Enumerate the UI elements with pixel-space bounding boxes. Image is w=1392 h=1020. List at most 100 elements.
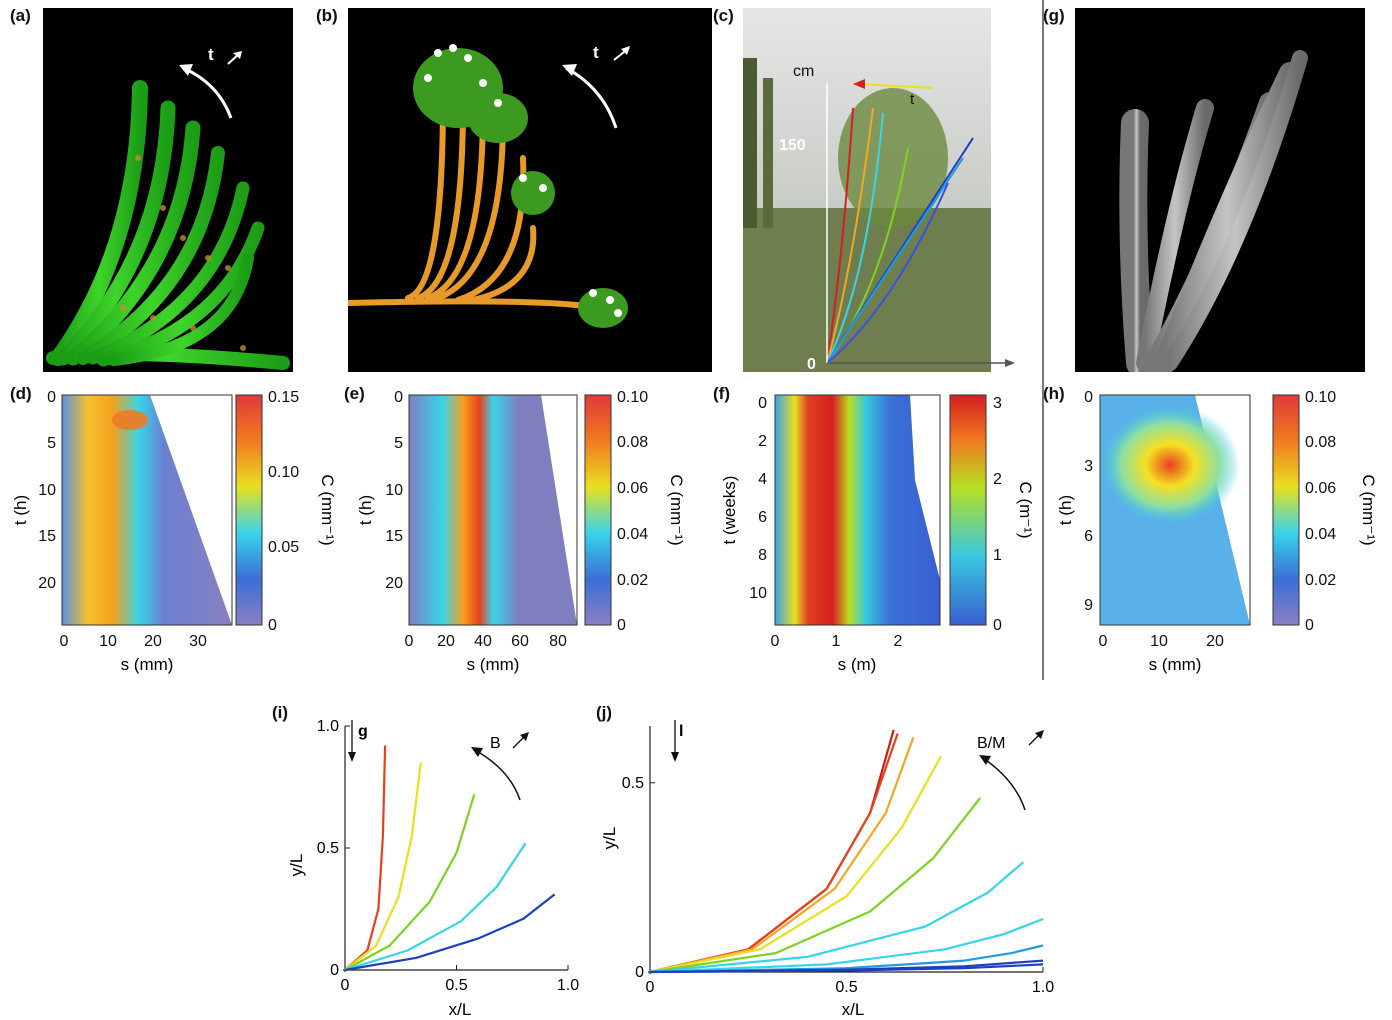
x-tick: 40 [474,633,492,650]
series-line [649,963,1044,974]
series-line [649,797,981,974]
time-arrow-label: t [208,45,214,64]
cbar-tick: 0.02 [1305,572,1336,589]
x-tick: 10 [1150,633,1168,650]
panel-label-b: (b) [316,6,338,25]
y-tick: 15 [38,528,56,545]
cbar-tick: 0.06 [617,480,648,497]
time-arrow-label: t [593,43,599,62]
x-tick: 0 [405,633,414,650]
y-tick: 5 [394,435,403,452]
cbar-tick: 0.08 [617,434,648,451]
x-tick: 60 [511,633,529,650]
x-tick: 20 [437,633,455,650]
y-tick: 3 [1084,458,1093,475]
y-tick: 6 [1084,528,1093,545]
x-tick: 0 [60,633,69,650]
x-tick-label: 0 [646,979,655,996]
x-tick-label: 1.0 [1032,979,1054,996]
x-tick: 20 [1206,633,1224,650]
x-axis-label: s (mm) [1149,655,1202,674]
y-tick: 5 [47,435,56,452]
panel-label-f: (f) [713,384,730,403]
tick-0: 0 [807,356,816,372]
x-tick: 2 [894,633,903,650]
panel-label-i: (i) [272,703,289,722]
x-axis-label: s (mm) [467,655,520,674]
time-arrow-label: t [910,91,915,108]
x-axis-label: s (m) [838,655,877,674]
y-tick: 6 [758,509,767,526]
series-line [649,917,1044,974]
cbar-tick: 0.08 [1305,434,1336,451]
y-axis-label: y/L [287,854,306,877]
x-tick: 0 [771,633,780,650]
cbar-tick: 3 [993,395,1002,412]
y-tick: 10 [385,482,403,499]
y-tick: 9 [1084,597,1093,614]
x-tick: 20 [144,633,162,650]
heatmap-d: 0 5 10 15 20 0 10 20 30 s (mm) t (h) 0.1… [11,389,337,674]
cbar-tick: 0.02 [617,572,648,589]
panel-label-g: (g) [1043,6,1065,25]
heatmap-h: 0 3 6 9 0 10 20 s (mm) t (h) 0.10 0.08 0… [1056,389,1378,674]
series-line [344,793,476,971]
gravity-label: l [679,723,683,740]
x-tick-label: 0 [341,977,350,994]
curvature-arrow-label: B/M [977,735,1005,752]
x-tick-label: 0.5 [445,977,467,994]
cbar-tick: 0.10 [617,389,648,406]
gravity-label: g [358,723,368,740]
line-chart-j: 0 0.5 1.0 0 0.5 l B/M x/L y/L [600,720,1054,1018]
cbar-label: C (mm⁻¹) [318,474,337,545]
panel-label-h: (h) [1043,384,1065,403]
y-tick: 10 [38,482,56,499]
cbar-tick: 0.04 [1305,526,1336,543]
x-tick: 80 [549,633,567,650]
curvature-arrow-label: B [490,735,501,752]
y-tick: 0 [1084,389,1093,406]
y-tick-label: 0 [635,964,644,981]
y-tick-label: 1.0 [317,718,339,735]
y-axis-label: t (h) [356,495,375,525]
cbar-tick: 0.15 [268,389,299,406]
y-tick: 15 [385,528,403,545]
photo-b: t [348,8,712,372]
y-tick-label: 0.5 [622,775,644,792]
x-axis-label: x/L [449,1000,472,1018]
y-tick: 0 [758,395,767,412]
panel-label-a: (a) [10,6,31,25]
y-axis-label: t (h) [1056,495,1075,525]
series-line [649,755,942,974]
cbar-label: C (mm⁻¹) [1359,474,1378,545]
y-tick: 0 [47,389,56,406]
photo-c: cm 150 0 t [743,8,1015,372]
series-line [344,762,422,971]
series-line [649,861,1025,974]
y-axis-label: t (h) [11,495,30,525]
series-line [344,893,556,972]
x-axis-label: s (mm) [121,655,174,674]
y-tick-label: 0 [330,962,339,979]
series-line [344,842,527,972]
cbar-tick: 0 [1305,617,1314,634]
y-tick: 0 [394,389,403,406]
cbar-tick: 0.06 [1305,480,1336,497]
cbar-tick: 0.10 [268,464,299,481]
y-tick: 8 [758,547,767,564]
x-axis-label: x/L [842,1000,865,1018]
panel-label-d: (d) [10,384,32,403]
panel-label-j: (j) [596,703,613,722]
series-line [344,745,387,971]
cbar-tick: 0.05 [268,539,299,556]
y-tick-label: 0.5 [317,840,339,857]
x-tick-label: 1.0 [557,977,579,994]
y-ticks: 0 5 10 15 20 [38,389,56,592]
cbar-label: C (m⁻¹) [1016,481,1035,538]
y-tick: 2 [758,433,767,450]
y-tick: 20 [38,575,56,592]
y-tick: 20 [385,575,403,592]
y-tick: 10 [749,585,767,602]
heatmap-f: 0 2 4 6 8 10 0 1 2 s (m) t (weeks) 3 2 1… [720,394,1035,674]
y-axis-label: t (weeks) [720,476,739,545]
